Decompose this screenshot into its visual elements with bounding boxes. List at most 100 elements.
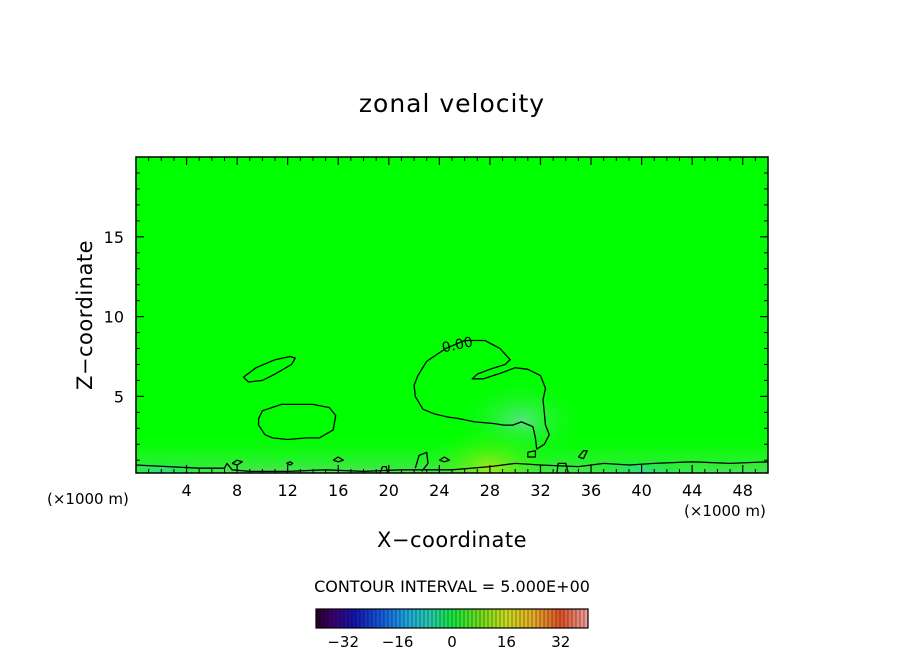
colorbar-tick-label: −16 [382, 633, 414, 651]
colorbar-swatch [444, 609, 449, 628]
contour-interval-text: CONTOUR INTERVAL = 5.000E+00 [314, 577, 590, 596]
colorbar-swatch [528, 609, 533, 628]
colorbar-swatch [524, 609, 529, 628]
colorbar-swatch [448, 609, 453, 628]
colorbar-swatch [360, 609, 365, 628]
zero-contour-small-cell-1 [527, 450, 537, 458]
colorbar-swatch [404, 609, 409, 628]
zero-contour-lower-left-cell [257, 403, 337, 441]
colorbar-swatch [544, 609, 549, 628]
x-tick-label: 24 [429, 481, 449, 500]
colorbar-swatch [564, 609, 569, 628]
colorbar-tick-label: 0 [447, 633, 457, 651]
colorbar-swatch [468, 609, 473, 628]
colorbar-swatch [392, 609, 397, 628]
colorbar-swatch [508, 609, 513, 628]
colorbar-swatch [496, 609, 501, 628]
colorbar-frame [315, 608, 589, 629]
colorbar-swatch [476, 609, 481, 628]
colorbar-swatch [356, 609, 361, 628]
x-tick-label: 8 [232, 481, 242, 500]
colorbar-swatch [380, 609, 385, 628]
chart-title: zonal velocity [359, 89, 545, 118]
plot-area: 0.00 [135, 156, 769, 474]
colorbar-swatch [440, 609, 445, 628]
colorbar-swatch [480, 609, 485, 628]
colorbar-swatch [388, 609, 393, 628]
colorbar-tick-label: 16 [497, 633, 516, 651]
x-tick-label: 32 [530, 481, 550, 500]
positive-anomaly [419, 423, 560, 473]
x-tick-label: 4 [181, 481, 191, 500]
colorbar-swatch [492, 609, 497, 628]
x-tick-label: 12 [278, 481, 298, 500]
colorbar-swatch [372, 609, 377, 628]
colorbar-swatch [464, 609, 469, 628]
colorbar-swatch [532, 609, 537, 628]
x-axis-ticks: 4 8 12 16 20 24 28 32 36 40 44 48 [148, 157, 756, 500]
x-tick-label: 48 [733, 481, 753, 500]
colorbar-swatch [348, 609, 353, 628]
colorbar-swatch [436, 609, 441, 628]
colorbar-swatch [580, 609, 585, 628]
colorbar-swatch [432, 609, 437, 628]
colorbar-swatch [424, 609, 429, 628]
colorbar-swatch [396, 609, 401, 628]
colorbar-swatch [568, 609, 573, 628]
colorbar-swatch [452, 609, 457, 628]
colorbar-swatch [336, 609, 341, 628]
colorbar-tick-label: −32 [327, 633, 359, 651]
colorbar-swatch [352, 609, 357, 628]
colorbar-swatch [316, 609, 321, 628]
colorbar-swatch [536, 609, 541, 628]
x-unit-right: (×1000 m) [684, 502, 766, 520]
y-tick-label: 15 [104, 228, 124, 247]
colorbar-swatch [472, 609, 477, 628]
colorbar-swatch [460, 609, 465, 628]
zero-contour-small-cell-6 [332, 456, 344, 463]
colorbar-swatch [552, 609, 557, 628]
zero-contour-small-cell-7 [231, 459, 243, 466]
x-axis-label: X−coordinate [377, 528, 527, 552]
colorbar-swatch [516, 609, 521, 628]
colorbar-swatch [500, 609, 505, 628]
x-tick-label: 40 [631, 481, 651, 500]
colorbar-swatch [456, 609, 461, 628]
x-tick-label: 44 [682, 481, 702, 500]
colorbar [315, 608, 589, 629]
colorbar-swatch [584, 609, 589, 628]
colorbar-swatch [344, 609, 349, 628]
colorbar-swatch [540, 609, 545, 628]
colorbar-swatch [364, 609, 369, 628]
colorbar-swatch [324, 609, 329, 628]
colorbar-swatch [400, 609, 405, 628]
zero-contour-small-cell-4 [414, 451, 429, 472]
colorbar-swatch [412, 609, 417, 628]
zero-contour-small-cell-2 [577, 450, 588, 460]
x-tick-label: 28 [480, 481, 500, 500]
colorbar-swatch [572, 609, 577, 628]
colorbar-swatch [560, 609, 565, 628]
colorbar-swatch [340, 609, 345, 628]
x-tick-label: 36 [581, 481, 601, 500]
y-tick-label: 5 [114, 387, 124, 406]
colorbar-swatch [512, 609, 517, 628]
colorbar-swatch [420, 609, 425, 628]
colorbar-swatch [556, 609, 561, 628]
y-axis-label: Z−coordinate [73, 240, 97, 390]
colorbar-swatch [368, 609, 373, 628]
zero-contour-central-cell [413, 339, 550, 450]
colorbar-tick-label: 32 [551, 633, 570, 651]
negative-anomaly [136, 457, 222, 473]
colorbar-swatch [408, 609, 413, 628]
colorbar-swatch [548, 609, 553, 628]
velocity-field [136, 157, 768, 473]
colorbar-swatch [504, 609, 509, 628]
colorbar-swatch [576, 609, 581, 628]
zero-contour-small-cell-3 [556, 462, 569, 473]
colorbar-swatch [428, 609, 433, 628]
colorbar-swatch [328, 609, 333, 628]
colorbar-swatch [376, 609, 381, 628]
x-tick-label: 16 [328, 481, 348, 500]
colorbar-ticks: −32 −16 0 16 32 [327, 633, 570, 651]
